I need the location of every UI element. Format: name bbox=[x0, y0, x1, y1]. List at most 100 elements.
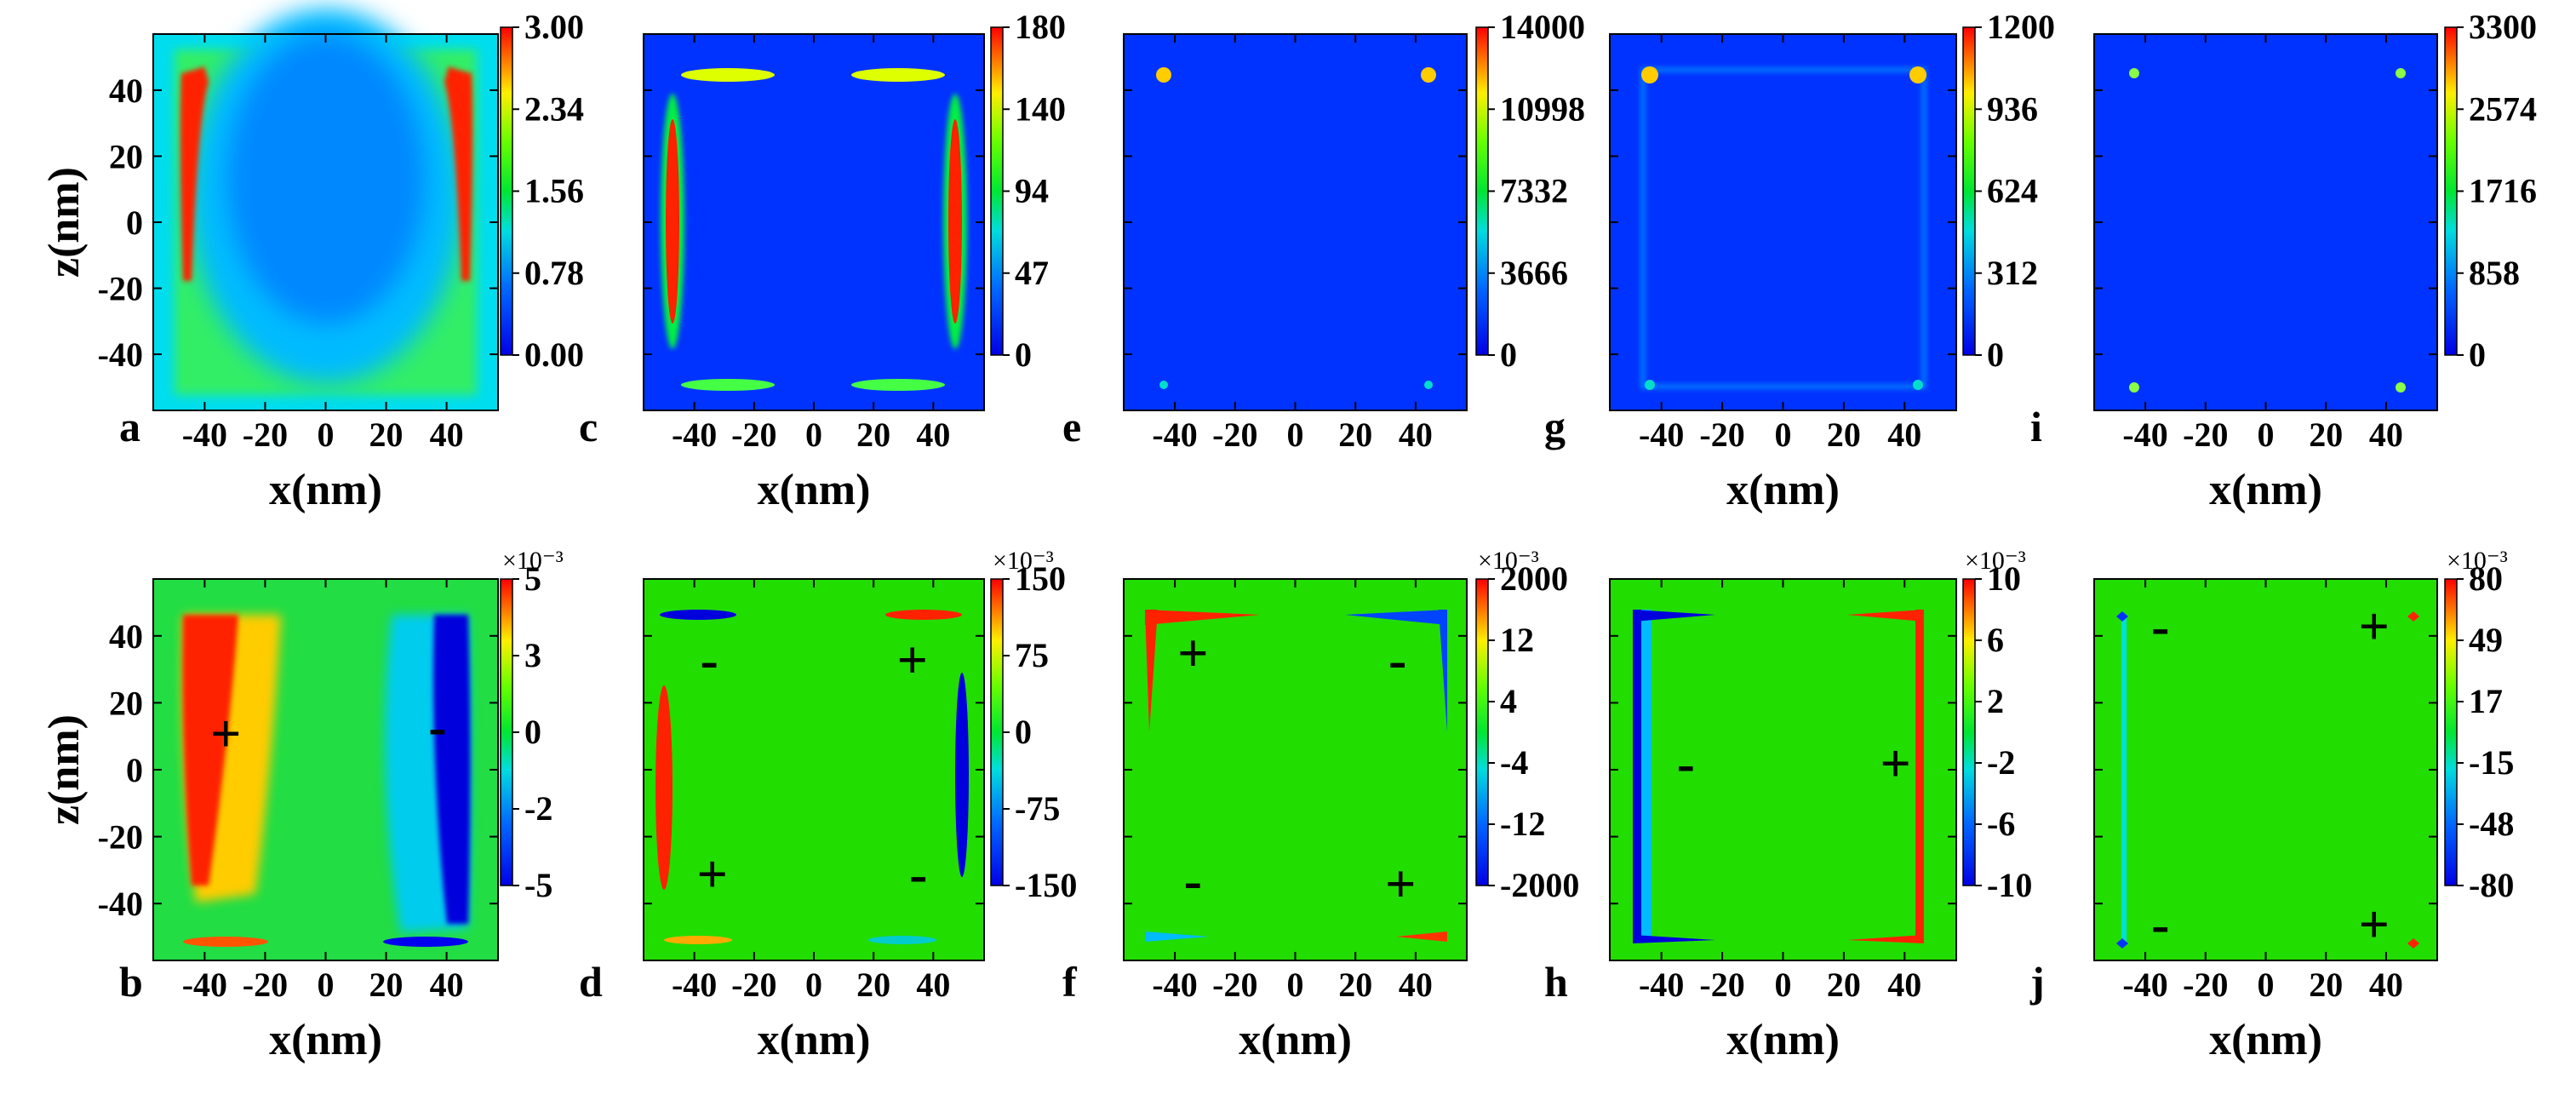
colorbar-label: 1716 bbox=[2469, 172, 2537, 210]
colorbar-label: -48 bbox=[2469, 805, 2514, 843]
heatmap-b-field bbox=[153, 579, 498, 960]
colorbar-label: 0 bbox=[1987, 335, 2004, 374]
colorbar-label: -2 bbox=[1987, 743, 2015, 782]
x-tick-label: 20 bbox=[1827, 416, 1861, 454]
x-tick-label: -40 bbox=[1639, 416, 1684, 454]
x-tick-label: 20 bbox=[1338, 416, 1372, 454]
panel-a: -40 -20 0 20 40 40 20 0 -20 -40 x(nm) z(nm) a 3.00 2.3… bbox=[40, 8, 584, 514]
y-tick-label: -20 bbox=[98, 818, 143, 857]
colorbar-label: 14000 bbox=[1500, 8, 1585, 46]
colorbar-label: 94 bbox=[1015, 172, 1049, 210]
x-tick-label: 40 bbox=[916, 416, 950, 454]
colorbar-label: 0.00 bbox=[524, 335, 584, 374]
plus-marker: + bbox=[696, 844, 727, 904]
colorbar-label: 140 bbox=[1015, 89, 1066, 128]
colorbar-d bbox=[990, 578, 1004, 886]
panel-letter: j bbox=[2029, 958, 2045, 1006]
colorbar-h bbox=[1962, 578, 1976, 886]
x-tick-label: 0 bbox=[2258, 416, 2275, 454]
colorbar-label: -10 bbox=[1987, 866, 2032, 904]
x-tick-label: 0 bbox=[318, 966, 335, 1004]
colorbar-label: 0 bbox=[1015, 335, 1032, 374]
colorbar-label: 0 bbox=[2469, 335, 2486, 374]
colorbar-label: -2 bbox=[524, 789, 552, 828]
x-axis-title: x(nm) bbox=[758, 466, 871, 514]
colorbar-label: 5 bbox=[524, 559, 541, 598]
x-tick-label: -40 bbox=[672, 966, 717, 1004]
x-tick-label: 20 bbox=[856, 416, 890, 454]
x-tick-label: 20 bbox=[369, 416, 404, 454]
x-tick-label: 40 bbox=[1399, 966, 1433, 1004]
y-tick-label: 0 bbox=[126, 203, 143, 242]
colorbar-label: 3666 bbox=[1500, 254, 1568, 292]
colorbar-label: 3 bbox=[524, 636, 541, 674]
panels-layer: -40 -20 0 20 4040200-20-40x(nm)z(nm)a3.002.3… bbox=[40, 8, 2537, 1064]
colorbar-label: 0.78 bbox=[524, 254, 584, 292]
x-tick-label: 40 bbox=[1887, 966, 1921, 1004]
x-tick-label: -40 bbox=[1152, 966, 1197, 1004]
colorbar-c bbox=[990, 26, 1004, 356]
colorbar-label: 2 bbox=[1987, 682, 2004, 720]
colorbar-label: 75 bbox=[1015, 636, 1049, 674]
colorbar-label: -5 bbox=[524, 866, 552, 904]
x-axis-title: x(nm) bbox=[1726, 466, 1840, 514]
heatmap-j-field bbox=[2094, 579, 2437, 960]
x-tick-label: -20 bbox=[731, 416, 776, 454]
colorbar-label: 1200 bbox=[1987, 8, 2055, 46]
panel-letter: i bbox=[2030, 403, 2042, 450]
colorbar-label: -75 bbox=[1015, 789, 1060, 828]
x-tick-label: -20 bbox=[243, 966, 288, 1004]
x-tick-label: -20 bbox=[1699, 966, 1744, 1004]
x-tick-label: -40 bbox=[182, 966, 227, 1004]
x-tick-label: -20 bbox=[2183, 966, 2228, 1004]
colorbar-exponent: ×10⁻³ bbox=[1965, 547, 2026, 575]
minus-marker: - bbox=[1677, 733, 1695, 794]
heatmap-i-field bbox=[2094, 34, 2437, 410]
minus-marker: - bbox=[701, 629, 718, 690]
colorbar-label: 7332 bbox=[1500, 172, 1568, 210]
colorbar-label: -150 bbox=[1015, 866, 1077, 904]
colorbar-label: 3.00 bbox=[524, 8, 584, 46]
heatmap-g-field bbox=[1610, 34, 1956, 410]
x-tick-label: 20 bbox=[1338, 966, 1372, 1004]
x-axis-title: x(nm) bbox=[269, 1016, 382, 1064]
minus-marker: - bbox=[909, 844, 927, 904]
x-tick-label: 0 bbox=[1287, 966, 1304, 1004]
minus-marker: - bbox=[2151, 894, 2169, 954]
colorbar-b bbox=[500, 578, 513, 886]
panel-letter: e bbox=[1062, 403, 1081, 450]
heatmap-e-field bbox=[1124, 34, 1467, 410]
heatmap-a-field bbox=[153, 9, 498, 410]
colorbar-exponent: ×10⁻³ bbox=[502, 547, 564, 575]
colorbar-label: -6 bbox=[1987, 805, 2015, 843]
minus-marker: - bbox=[428, 696, 446, 757]
x-tick-label: -20 bbox=[1212, 966, 1257, 1004]
heatmap-c-field bbox=[644, 34, 984, 410]
colorbar-e bbox=[1475, 26, 1489, 356]
x-tick-label: 20 bbox=[1827, 966, 1861, 1004]
colorbar-label: 2000 bbox=[1500, 559, 1568, 598]
colorbar-f bbox=[1475, 578, 1489, 886]
panel-g: -40 -20 0 20 40 x(nm) g 1200 936 624 312 0 bbox=[1544, 8, 2055, 514]
x-tick-label: 40 bbox=[1887, 416, 1921, 454]
colorbar-label: 17 bbox=[2469, 682, 2503, 720]
x-axis-title: x(nm) bbox=[2209, 466, 2322, 514]
colorbar-label: 4 bbox=[1500, 682, 1517, 720]
colorbar-label: 624 bbox=[1987, 172, 2038, 210]
x-tick-label: -40 bbox=[2122, 416, 2167, 454]
colorbar-label: 2574 bbox=[2469, 89, 2537, 128]
colorbar-exponent: ×10⁻³ bbox=[2447, 547, 2508, 575]
panel-letter: h bbox=[1544, 958, 1568, 1006]
panel-j: -40 -20 0 20 40 x(nm) j 80 49 17 -15 -48 -80 ×10⁻³ - + -… bbox=[2029, 547, 2514, 1064]
colorbar-label: 10998 bbox=[1500, 89, 1585, 128]
panel-i: -40 -20 0 20 40 x(nm) i 3300 2574 1716 858 0 bbox=[2030, 8, 2537, 514]
x-tick-label: -40 bbox=[1639, 966, 1684, 1004]
y-tick-label: 0 bbox=[126, 751, 143, 789]
x-tick-label: -40 bbox=[672, 416, 717, 454]
x-axis-title: x(nm) bbox=[1726, 1016, 1840, 1064]
y-tick-label: -20 bbox=[98, 270, 143, 308]
colorbar-label: 6 bbox=[1987, 621, 2004, 659]
x-tick-label: 40 bbox=[2369, 966, 2403, 1004]
x-tick-label: 0 bbox=[805, 966, 822, 1004]
